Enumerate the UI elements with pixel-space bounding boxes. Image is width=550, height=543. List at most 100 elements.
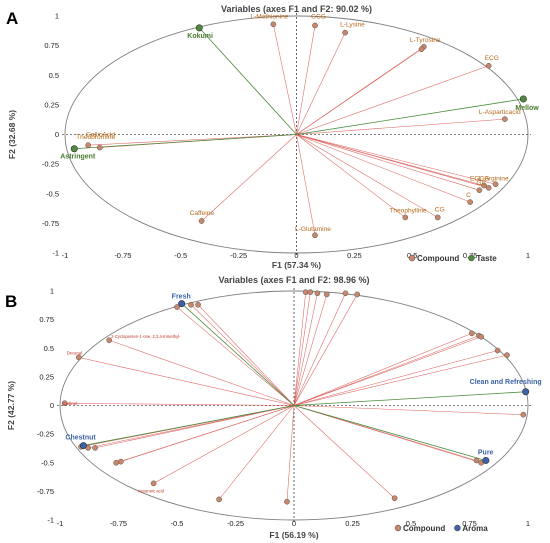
x-tick-label: 1 — [526, 519, 530, 528]
taste-label: Kokumi — [187, 33, 213, 40]
compound-vector — [296, 48, 422, 135]
y-tick-label: 0.25 — [44, 100, 59, 109]
panel-letter: B — [5, 292, 17, 311]
legend-marker — [454, 524, 461, 532]
x-tick-label: -1 — [62, 251, 69, 260]
legend: Compound Aroma — [394, 524, 488, 533]
x-tick-label: 0.25 — [345, 519, 360, 528]
compound-point — [485, 62, 492, 69]
compound-vector — [296, 118, 505, 135]
compound-label: L-Tyrosine — [410, 37, 441, 44]
x-tick-label: -0.75 — [110, 519, 127, 528]
compound-label: Caffeine — [190, 210, 215, 217]
panel-b: B Variables (axes F1 and F2: 98.96 %) -1 -0… — [5, 275, 542, 540]
compound-vector — [296, 134, 480, 191]
compound-point — [284, 498, 290, 505]
compound-label: L-Lysine — [340, 22, 365, 29]
taste-vector — [74, 134, 297, 150]
compound-vector — [153, 405, 295, 484]
aroma-label: Clean and Refreshing — [470, 379, 542, 386]
aroma-vector — [83, 405, 295, 446]
compound-vector — [293, 294, 358, 406]
compound-vector — [293, 405, 482, 464]
compound-label: EGCG — [470, 175, 489, 182]
compound-label: Cadinol — [63, 401, 77, 406]
compound-point — [492, 181, 499, 188]
compound-point — [312, 22, 318, 29]
compound-point — [467, 199, 473, 205]
compound-label: GC — [476, 180, 486, 187]
x-tick-label: 0 — [294, 251, 298, 260]
y-tick-label: -0.25 — [37, 430, 54, 439]
compound-point — [402, 214, 409, 221]
compound-vector — [293, 294, 328, 406]
compound-vector — [109, 339, 295, 406]
compound-vector — [296, 134, 406, 218]
x-tick-label: 0.5 — [406, 519, 416, 528]
x-tick-label: 0.25 — [347, 251, 362, 260]
y-tick-label: 0.75 — [44, 41, 59, 50]
compound-label: Hexanoic acid — [138, 488, 165, 493]
compound-vector — [293, 405, 524, 415]
compound-point — [494, 347, 501, 354]
compound-label: L-Methionine — [250, 13, 288, 20]
compound-point — [150, 480, 157, 487]
compound-vector — [201, 134, 297, 222]
compound-vector — [293, 293, 318, 406]
compound-point — [270, 21, 277, 28]
aroma-label: Chestnut — [65, 435, 96, 442]
y-tick-label: -0.75 — [42, 219, 59, 228]
compound-point — [85, 142, 92, 149]
taste-point — [70, 145, 78, 153]
compound-vector — [293, 293, 346, 406]
y-tick-label: 0 — [55, 130, 59, 139]
compound-vector — [286, 405, 295, 502]
x-tick-label: 0 — [292, 519, 296, 528]
compound-vector — [296, 134, 489, 189]
compound-point — [174, 304, 180, 310]
chart-title: Variables (axes F1 and F2: 90.02 %) — [221, 4, 372, 14]
aroma-vector — [293, 391, 526, 406]
compound-label: Theophylline — [389, 207, 427, 214]
compound-label: CG — [435, 206, 445, 213]
y-tick-label: -0.75 — [37, 487, 54, 496]
compound-point — [342, 29, 348, 36]
compound-point — [342, 290, 349, 297]
compound-vector — [293, 354, 508, 406]
chart-title: Variables (axes F1 and F2: 98.96 %) — [218, 275, 369, 285]
compound-vector — [296, 134, 471, 203]
taste-point — [519, 95, 527, 103]
taste-label: Astringent — [60, 154, 96, 161]
compound-point — [106, 337, 112, 344]
compound-vector — [293, 292, 306, 406]
compound-vector — [218, 405, 295, 500]
y-tick-label: 0 — [50, 401, 54, 410]
compound-vector — [296, 25, 316, 135]
compound-point — [117, 458, 124, 465]
legend-marker — [408, 254, 416, 262]
panel-a: A Variables (axes F1 and F2: 90.02 %) -1 -0… — [6, 4, 539, 270]
compound-vector — [293, 405, 395, 499]
compound-point — [504, 352, 510, 358]
compound-vector — [296, 32, 346, 135]
compound-label: GCG — [311, 13, 326, 20]
compound-point — [434, 214, 441, 221]
compound-vector — [296, 65, 489, 135]
compound-point — [195, 301, 201, 308]
x-tick-label: -0.25 — [227, 519, 244, 528]
aroma-vector — [181, 303, 295, 406]
compound-point — [476, 187, 483, 194]
compound-point — [188, 301, 194, 308]
compound-point — [307, 289, 314, 295]
compound-label: GallicAcid — [86, 132, 116, 139]
compound-label: L-Glutamine — [295, 226, 331, 233]
aroma-point — [482, 456, 490, 464]
compound-point — [96, 144, 103, 151]
taste-label: Mellow — [515, 105, 539, 112]
y-tick-label: 1 — [50, 287, 54, 296]
compound-vector — [293, 335, 479, 406]
compound-vector — [95, 405, 295, 449]
compound-vector — [197, 304, 295, 406]
compound-point — [481, 182, 487, 189]
compound-point — [485, 184, 492, 191]
